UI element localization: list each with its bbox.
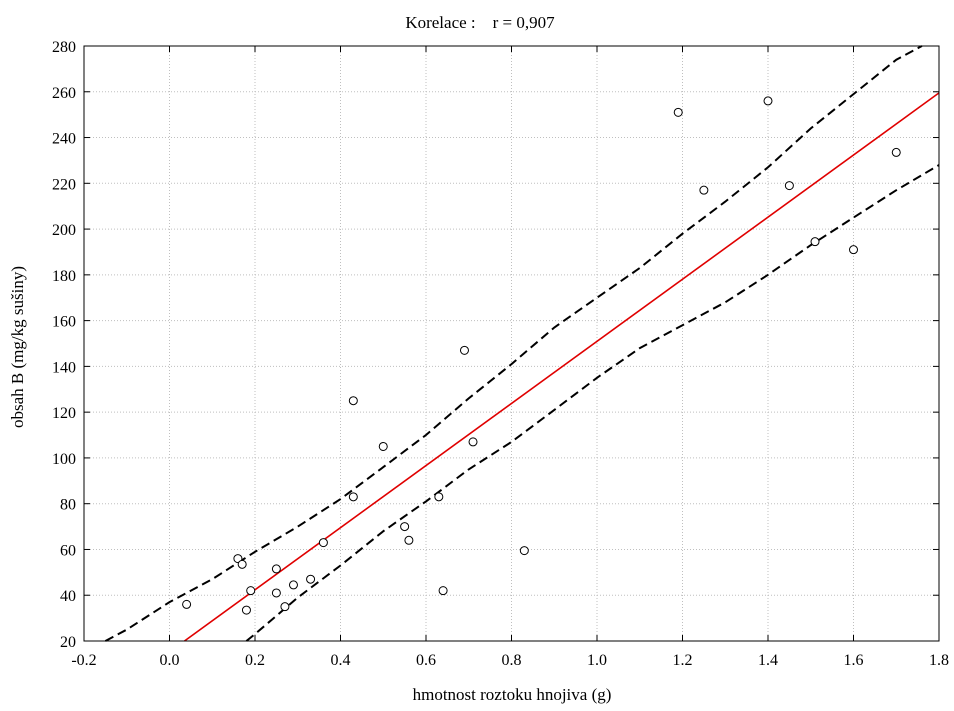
y-tick-label: 220 [52,176,76,193]
y-tick-label: 80 [60,497,76,514]
regression-layer [183,92,940,642]
data-point [849,245,858,255]
x-tick-label: 1.6 [844,652,864,669]
data-point [306,574,316,584]
data-point [348,396,358,406]
data-point [468,437,478,447]
confidence-upper-line [104,45,923,642]
data-point [699,185,709,195]
y-tick-label: 20 [60,634,76,651]
data-point [519,546,529,556]
x-tick-label: 0.2 [245,652,265,669]
x-tick-label: 1.2 [673,652,693,669]
data-point [271,564,281,574]
data-point [459,345,469,355]
data-point [810,237,820,247]
y-tick-label: 40 [60,588,76,605]
data-point [182,599,192,609]
data-point [237,559,247,569]
data-point [318,538,328,548]
data-point [378,441,388,451]
y-tick-label: 60 [60,542,76,559]
data-point [280,602,290,612]
data-point [271,588,281,598]
data-point [784,181,794,191]
grid-lines [84,46,939,641]
data-point [241,605,251,615]
data-point [763,96,773,106]
x-axis-label: hmotnost roztoku hnojiva (g) [413,685,612,704]
data-point [891,147,901,157]
x-tick-label: 1.4 [758,652,778,669]
x-tick-label: 0.6 [416,652,436,669]
y-tick-label: 200 [52,222,76,239]
y-tick-label: 280 [52,39,76,56]
y-tick-label: 240 [52,131,76,148]
confidence-lower-line [245,164,940,642]
data-point [434,492,444,502]
chart-title: Korelace : r = 0,907 [405,13,555,32]
data-point [400,522,410,532]
y-tick-label: 120 [52,405,76,422]
x-tick-label: 1.8 [929,652,949,669]
x-tick-label: 1.0 [587,652,607,669]
data-point [246,586,256,596]
y-tick-label: 260 [52,85,76,102]
y-axis-label: obsah B (mg/kg sušiny) [8,266,27,428]
data-point [348,492,358,502]
data-point [404,535,414,545]
y-tick-label: 180 [52,268,76,285]
x-tick-label: 0.0 [160,652,180,669]
x-tick-label: 0.8 [502,652,522,669]
y-tick-label: 140 [52,359,76,376]
confidence-bands [104,45,940,642]
data-point [288,580,298,590]
x-tick-label: -0.2 [71,652,96,669]
regression-line [183,92,940,642]
data-point [673,107,683,117]
y-tick-label: 100 [52,451,76,468]
y-tick-label: 160 [52,314,76,331]
axis-ticks: -0.2 0.0 0.2 0.4 0.6 0.8 1.0 1.2 1.4 1.6 1.8 20 40 60… [52,39,949,669]
data-point [438,586,448,596]
x-tick-label: 0.4 [331,652,351,669]
data-points [182,96,901,615]
